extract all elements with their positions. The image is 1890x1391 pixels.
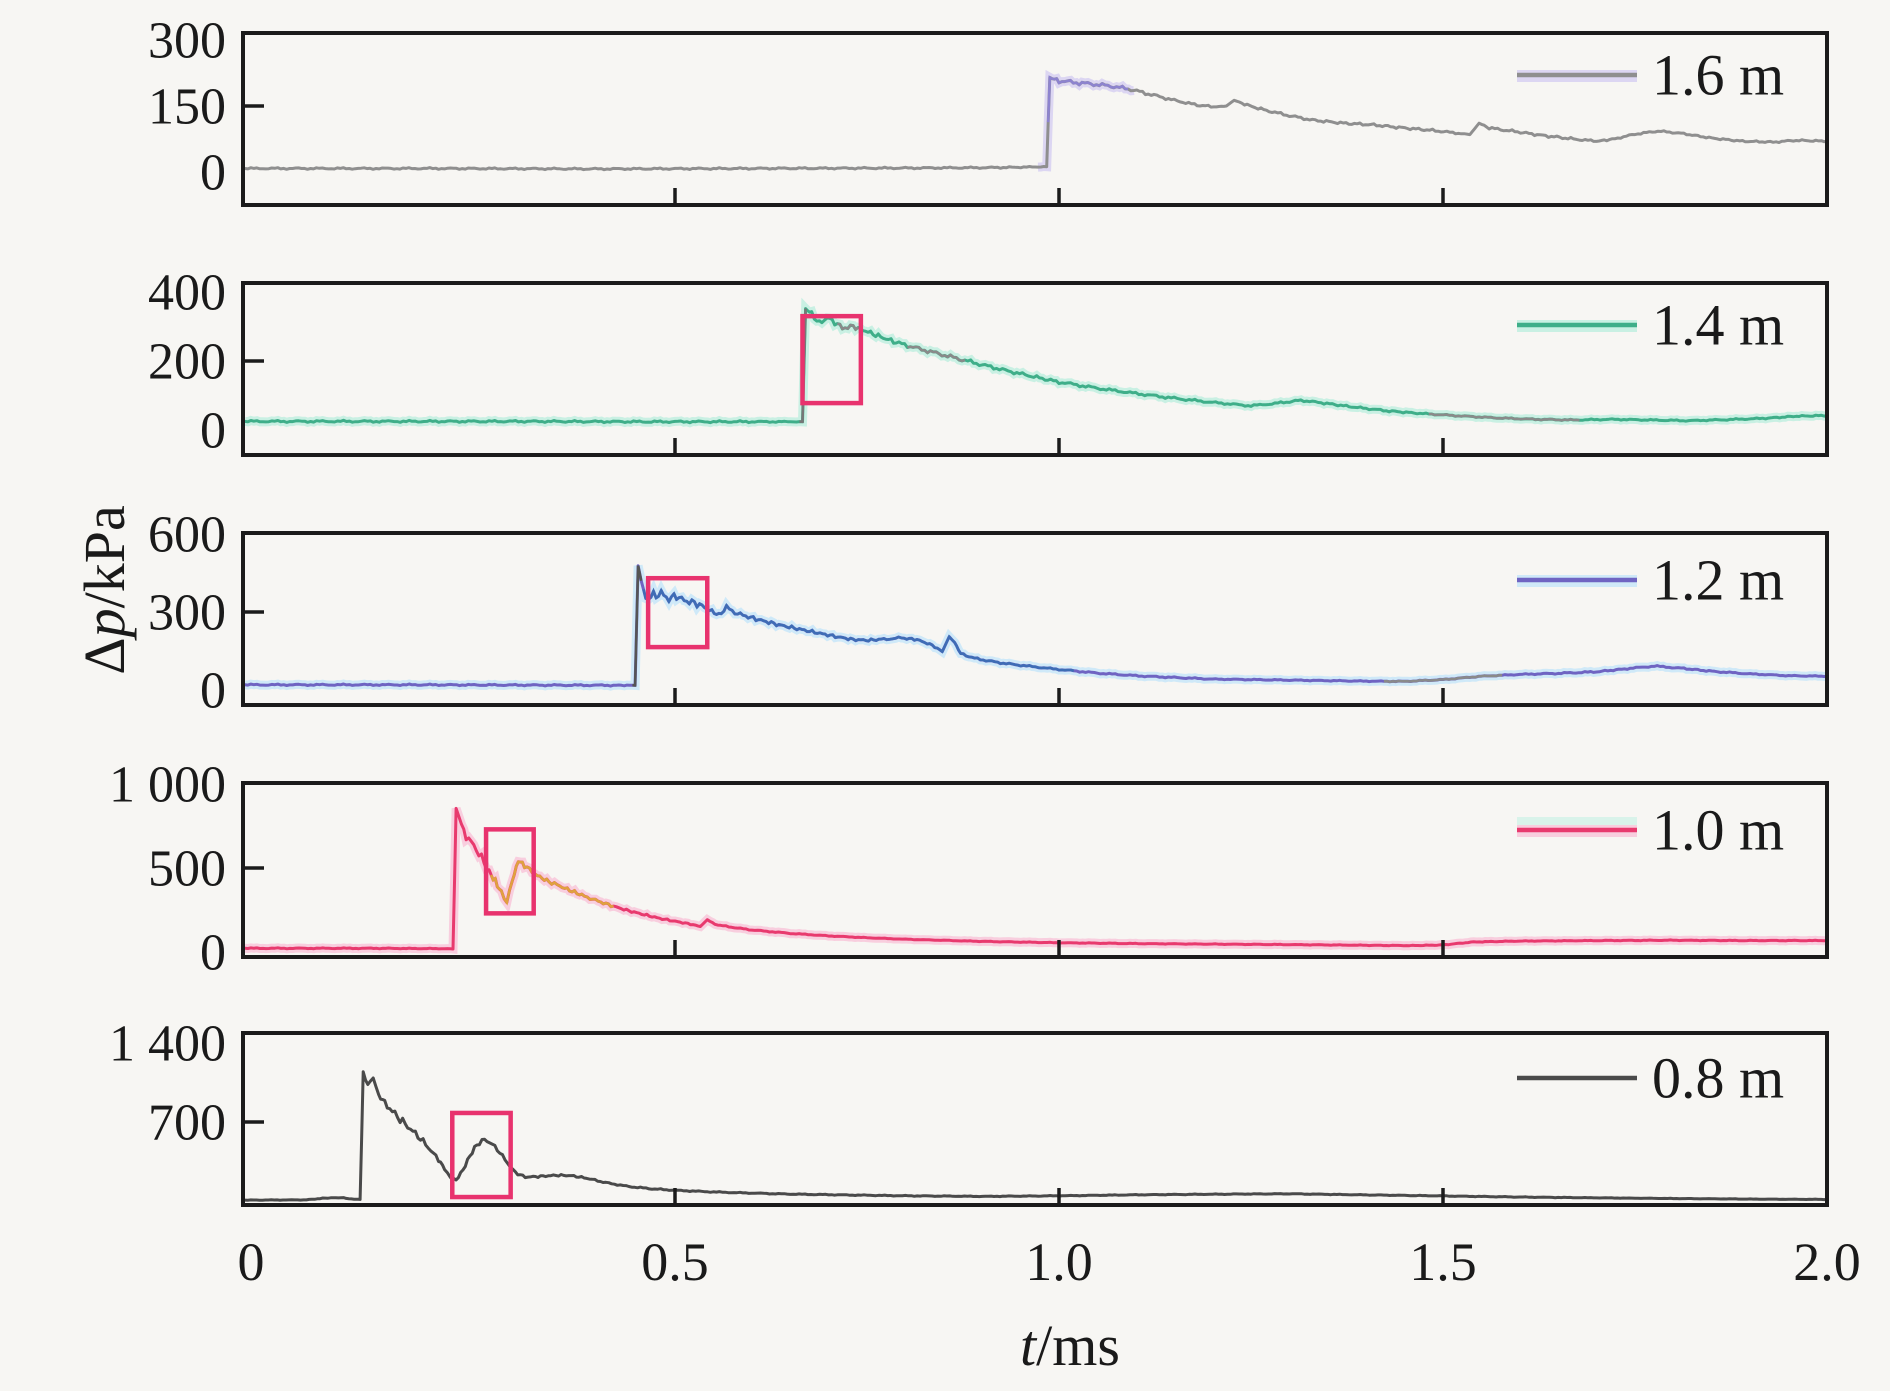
y-tick-label-2-300: 300 [148, 585, 226, 642]
legend-label-1-4-m: 1.4 m [1652, 293, 1784, 358]
panel-frame-1 [241, 281, 1829, 457]
y-axis-title-symbol: p [72, 608, 138, 638]
legend-label-0-8-m: 0.8 m [1652, 1046, 1784, 1111]
legend-halo-top [1517, 817, 1637, 825]
panel-frame-0 [241, 31, 1829, 207]
y-tick-label-3-0: 0 [200, 925, 226, 982]
highlight-box-1-0-m [483, 827, 536, 916]
legend-label-1-2-m: 1.2 m [1652, 548, 1784, 613]
x-axis-title-unit: /ms [1036, 1313, 1120, 1378]
y-tick-label-1-0: 0 [200, 403, 226, 460]
curve-segment-1-1 [837, 322, 859, 332]
panel-frame-4 [241, 1031, 1829, 1207]
curve-segment-0-0 [1046, 75, 1129, 123]
y-tick-label-1-400: 400 [148, 265, 226, 322]
x-tick-label-1_5: 1.5 [1409, 1232, 1477, 1292]
x-tick-label-0: 0 [238, 1232, 265, 1292]
x-axis-title: t/ms [0, 1312, 1890, 1379]
curve-segment-2-0 [632, 565, 643, 687]
y-tick-label-4-700: 700 [148, 1095, 226, 1152]
highlight-box-1-4-m [800, 313, 864, 406]
curve-segment-1-2 [907, 345, 966, 363]
y-axis-title: Δp/kPa [71, 505, 138, 674]
x-tick-label-0_5: 0.5 [641, 1232, 709, 1292]
y-tick-label-2-0: 0 [200, 663, 226, 720]
x-axis-title-symbol: t [1020, 1313, 1037, 1378]
y-tick-label-2-600: 600 [148, 507, 226, 564]
y-axis-title-delta: Δ [72, 637, 138, 675]
curve-halo-1-6-m [1037, 69, 1135, 172]
curve-segment-2-2 [1383, 673, 1503, 684]
y-axis-title-unit: /kPa [72, 505, 138, 609]
y-tick-label-0-300: 300 [148, 13, 226, 70]
x-tick-label-1_0: 1.0 [1025, 1232, 1093, 1292]
y-tick-label-3-1000: 1 000 [109, 757, 226, 814]
x-tick-label-2_0: 2.0 [1793, 1232, 1861, 1292]
highlight-box-1-2-m [645, 575, 710, 650]
highlight-box-0-8-m [450, 1110, 513, 1200]
curve-1-6-m [244, 75, 1827, 172]
y-tick-label-0-150: 150 [148, 79, 226, 136]
curve-0-8-m [244, 1070, 1827, 1202]
curve-segment-1-3 [1428, 412, 1580, 422]
y-tick-label-1-200: 200 [148, 334, 226, 391]
y-tick-label-3-500: 500 [148, 841, 226, 898]
curve-segment-2-1 [642, 587, 1075, 673]
y-tick-label-0-0: 0 [200, 145, 226, 202]
panel-frame-3 [241, 781, 1829, 959]
curve-segment-3-0 [489, 860, 614, 909]
legend-label-1-0-m: 1.0 m [1652, 798, 1784, 863]
legend-label-1-6-m: 1.6 m [1652, 43, 1784, 108]
panel-frame-2 [241, 531, 1829, 707]
y-tick-label-4-1400: 1 400 [109, 1016, 226, 1073]
